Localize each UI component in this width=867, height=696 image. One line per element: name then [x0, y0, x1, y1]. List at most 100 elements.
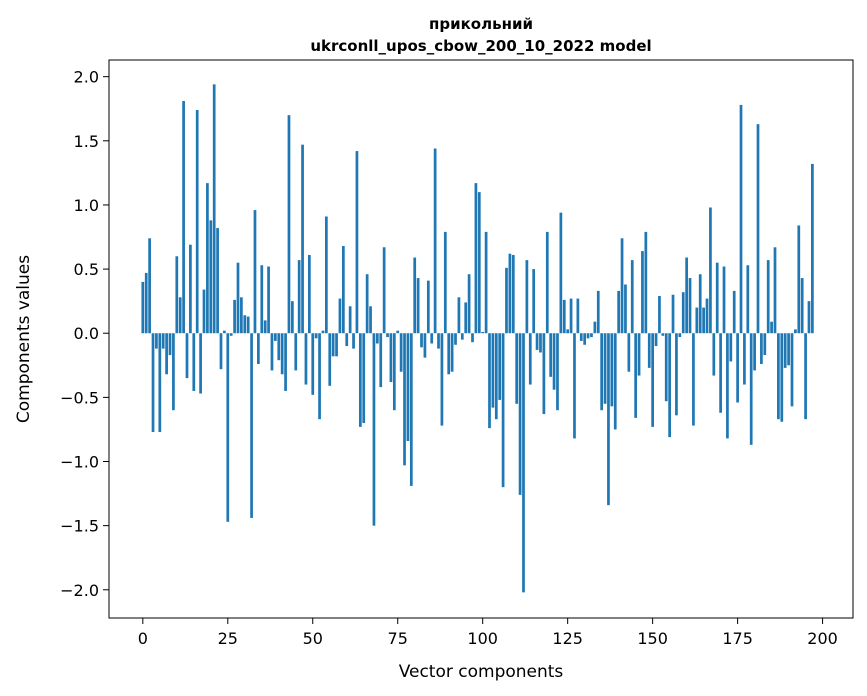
bar-component-34: [257, 333, 260, 365]
bar-component-22: [216, 228, 219, 334]
bar-component-190: [787, 333, 790, 366]
bar-component-104: [494, 333, 498, 420]
bar-component-18: [202, 289, 206, 334]
x-axis-label: Vector components: [399, 662, 564, 682]
bar-component-191: [790, 333, 794, 407]
bar-component-193: [797, 225, 801, 334]
bar-component-3: [151, 333, 155, 432]
x-tick-label: 0: [138, 629, 148, 648]
bar-component-111: [518, 333, 522, 495]
bar-component-94: [460, 333, 464, 340]
bar-component-51: [314, 333, 318, 339]
bar-component-155: [668, 333, 671, 438]
bar-component-37: [267, 266, 270, 334]
bar-component-77: [403, 333, 406, 466]
bar-component-81: [416, 278, 420, 334]
bar-component-170: [719, 333, 722, 413]
x-tick-label: 25: [218, 629, 238, 648]
bar-component-145: [634, 333, 638, 418]
bar-component-28: [236, 262, 240, 334]
bar-component-52: [318, 333, 321, 420]
bar-component-93: [457, 297, 461, 334]
bar-component-165: [702, 307, 705, 334]
bar-component-101: [484, 231, 488, 334]
bar-component-25: [226, 333, 230, 522]
bar-component-107: [505, 267, 508, 334]
bar-component-11: [178, 297, 182, 334]
bar-component-7: [165, 333, 168, 375]
bar-component-138: [610, 333, 614, 407]
bar-component-153: [661, 333, 665, 336]
bar-component-41: [280, 333, 284, 375]
bar-component-55: [328, 333, 332, 386]
bar-component-49: [308, 254, 311, 334]
bar-component-121: [552, 333, 556, 390]
bar-component-159: [681, 292, 685, 334]
bar-component-72: [386, 333, 389, 338]
y-tick-label: 2.0: [74, 68, 99, 87]
bar-component-99: [477, 192, 481, 334]
bar-component-183: [763, 333, 767, 356]
x-tick-label: 125: [552, 629, 583, 648]
bar-component-116: [535, 333, 539, 350]
bar-component-90: [447, 333, 451, 375]
x-tick-label: 75: [388, 629, 408, 648]
bar-component-157: [675, 333, 678, 416]
bar-component-123: [559, 212, 563, 334]
bar-component-140: [617, 290, 621, 334]
bar-component-187: [777, 333, 780, 420]
y-tick-label: −2.0: [60, 581, 99, 600]
bar-component-92: [454, 333, 457, 345]
bar-component-156: [671, 294, 675, 334]
bar-component-154: [664, 333, 668, 402]
bar-component-100: [481, 331, 485, 334]
bar-component-114: [528, 333, 532, 385]
bar-component-43: [287, 115, 291, 334]
bar-component-63: [355, 151, 359, 334]
bar-component-126: [569, 298, 573, 334]
bar-component-69: [375, 333, 379, 344]
bar-component-87: [437, 333, 440, 349]
bar-component-16: [195, 110, 199, 334]
bar-component-50: [311, 333, 315, 395]
bar-component-149: [647, 333, 651, 368]
bar-component-42: [284, 333, 287, 391]
bar-component-184: [766, 260, 770, 334]
bar-component-70: [379, 333, 383, 388]
bar-component-38: [270, 333, 274, 371]
y-tick-label: 1.5: [74, 132, 99, 151]
bar-component-143: [627, 333, 631, 372]
bar-component-65: [362, 333, 366, 424]
bar-component-180: [753, 333, 756, 371]
bar-component-26: [229, 333, 233, 336]
bar-component-189: [783, 333, 787, 368]
bar-component-175: [736, 333, 739, 403]
bar-component-85: [430, 333, 434, 344]
bar-component-186: [773, 247, 777, 334]
bar-component-96: [467, 274, 471, 334]
bar-component-36: [263, 320, 267, 334]
bar-component-29: [240, 297, 243, 334]
bar-component-98: [474, 183, 478, 334]
bar-component-171: [722, 266, 726, 334]
bar-component-83: [423, 333, 427, 358]
bar-component-54: [324, 216, 328, 334]
x-tick-label: 175: [722, 629, 753, 648]
bar-component-125: [566, 329, 570, 334]
bar-component-12: [182, 101, 185, 334]
bar-component-113: [525, 260, 529, 334]
bar-component-13: [185, 333, 189, 379]
chart-title-line-2: ukrconll_upos_cbow_200_10_2022 model: [310, 37, 651, 55]
bar-component-80: [413, 257, 417, 334]
bar-component-6: [161, 333, 165, 349]
bar-component-31: [246, 316, 250, 334]
bar-component-19: [206, 183, 209, 334]
y-axis-ticks: −2.0 −1.5 −1.0 −0.5 0.0 0.5 1.0 1.5 2.0: [60, 68, 109, 600]
bar-component-177: [743, 333, 746, 385]
bar-component-60: [345, 333, 349, 347]
bar-component-172: [726, 333, 729, 439]
bar-component-32: [250, 333, 253, 518]
bar-component-1: [144, 272, 148, 334]
bar-component-21: [212, 84, 216, 334]
